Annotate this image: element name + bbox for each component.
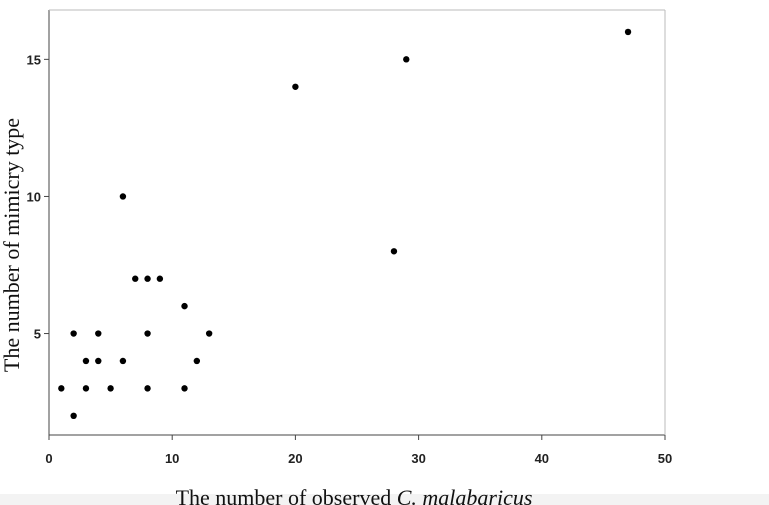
- y-tick-label: 10: [27, 189, 41, 204]
- data-point: [144, 330, 151, 337]
- data-point: [95, 357, 102, 365]
- data-point: [181, 385, 188, 392]
- data-point: [70, 412, 77, 420]
- y-ticks: 5 10 15: [27, 52, 49, 342]
- y-tick-label: 15: [27, 52, 41, 67]
- data-point: [144, 385, 151, 392]
- data-point: [119, 193, 127, 200]
- data-point: [132, 275, 139, 282]
- data-point: [205, 330, 213, 337]
- data-point: [390, 248, 398, 255]
- x-tick-label: 40: [535, 451, 549, 466]
- data-point: [156, 275, 164, 282]
- x-tick-label: 10: [165, 451, 179, 466]
- x-tick-label: 50: [658, 451, 672, 466]
- data-point: [107, 385, 114, 392]
- x-tick-label: 0: [45, 451, 52, 466]
- y-tick-label: 5: [34, 327, 41, 342]
- plot-frame: [48, 9, 666, 436]
- data-point: [119, 357, 127, 365]
- data-point: [144, 275, 151, 282]
- data-point: [403, 56, 410, 63]
- x-axis-title: The number of observed C. malabaricus: [176, 485, 533, 505]
- x-ticks: 0 10 20 30 40 50: [45, 435, 672, 466]
- data-point: [193, 357, 201, 365]
- y-axis-title: The number of mimicry type: [0, 118, 24, 372]
- data-point: [181, 302, 188, 310]
- data-point: [82, 385, 90, 392]
- data-point: [95, 330, 102, 337]
- data-point: [292, 83, 299, 90]
- bottom-band: [0, 494, 769, 505]
- data-point: [624, 28, 632, 36]
- data-point: [70, 330, 77, 337]
- x-axis-title-prefix: The number of observed: [176, 485, 397, 505]
- data-point: [82, 357, 90, 365]
- x-tick-label: 20: [288, 451, 302, 466]
- x-axis-title-species: C. malabaricus: [397, 485, 533, 505]
- data-point: [58, 385, 65, 392]
- data-points: [58, 28, 632, 420]
- x-tick-label: 30: [411, 451, 425, 466]
